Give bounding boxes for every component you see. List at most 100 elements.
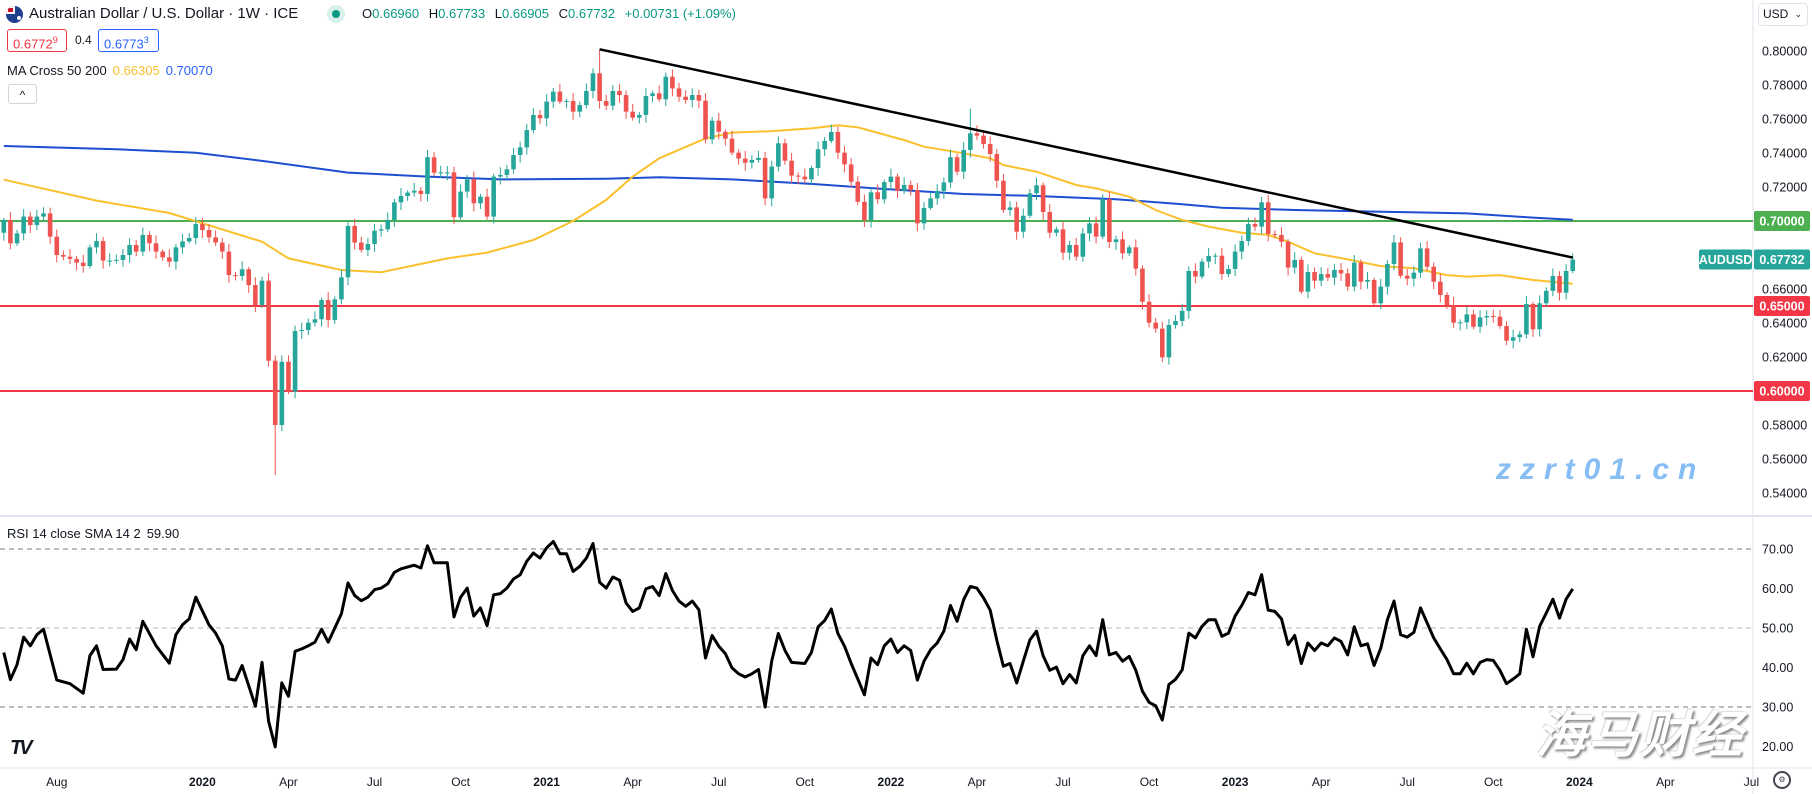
candle-up <box>1524 303 1529 335</box>
candle-up <box>1543 290 1549 304</box>
candle-up <box>312 319 318 323</box>
candle-down <box>842 152 847 165</box>
rsi-tick-label: 40.00 <box>1762 661 1793 675</box>
price-tick-label: 0.64000 <box>1762 317 1807 331</box>
candle-up <box>1570 259 1576 271</box>
candle-up <box>1477 317 1483 327</box>
currency-selector[interactable]: USD ⌄ <box>1758 3 1808 26</box>
candle-down <box>418 190 424 194</box>
candle-down <box>61 255 66 257</box>
candle-down <box>974 133 980 136</box>
price-tick-label: 0.76000 <box>1762 113 1807 127</box>
candle-down <box>736 152 741 159</box>
low-label: L <box>494 6 502 21</box>
candle-down <box>723 131 728 139</box>
candle-down <box>789 160 794 176</box>
candle-down <box>160 251 165 258</box>
candle-down <box>835 131 841 153</box>
candle-down <box>1060 229 1066 253</box>
candle-up <box>411 190 417 193</box>
symbol-title[interactable]: Australian Dollar / U.S. Dollar · 1W · I… <box>29 5 299 22</box>
candle-down <box>848 164 854 182</box>
candle-down <box>703 100 708 140</box>
candle-down <box>1272 234 1278 236</box>
candle-down <box>1325 274 1331 278</box>
candle-up <box>445 172 450 174</box>
candle-down <box>802 176 808 180</box>
time-axis-label: Oct <box>451 775 470 789</box>
candle-down <box>676 88 682 97</box>
candle-up <box>1199 261 1205 277</box>
candle-down <box>8 219 13 244</box>
candle-down <box>200 224 205 231</box>
candle-up <box>1212 255 1218 257</box>
candle-up <box>1332 269 1337 278</box>
candle-down <box>1140 268 1145 302</box>
candle-down <box>1471 314 1476 327</box>
time-axis-label: 2020 <box>189 775 216 789</box>
candle-up <box>405 192 410 197</box>
buy-button[interactable]: 0.67733 <box>98 29 159 52</box>
candle-down <box>623 95 629 112</box>
candle-up <box>1239 241 1245 252</box>
candle-down <box>1424 248 1430 267</box>
symbol-tag-bg <box>1699 249 1752 270</box>
candle-up <box>140 234 146 252</box>
time-axis-label: 2021 <box>533 775 560 789</box>
candle-up <box>544 101 549 119</box>
candle-down <box>987 143 993 155</box>
candle-down <box>253 285 258 305</box>
candle-up <box>776 143 781 167</box>
candle-down <box>1451 304 1456 323</box>
ma-cross-legend[interactable]: MA Cross 50 200 0.66305 0.70070 <box>7 63 213 78</box>
candle-up <box>1186 270 1192 311</box>
candle-down <box>1285 241 1291 268</box>
market-status-icon[interactable] <box>327 5 345 23</box>
candle-up <box>1464 314 1470 323</box>
candle-down <box>266 280 271 361</box>
tradingview-logo[interactable]: TV <box>10 737 32 759</box>
candle-down <box>80 262 86 267</box>
candle-down <box>670 76 675 89</box>
candle-down <box>352 225 357 243</box>
candle-down <box>1444 294 1450 305</box>
candle-up <box>378 229 384 231</box>
candle-up <box>1550 276 1556 291</box>
candle-down <box>1047 211 1053 233</box>
rsi-legend[interactable]: RSI 14 close SMA 14 2 59.90 <box>7 526 179 541</box>
candle-up <box>279 361 285 425</box>
ma50-line <box>3 124 1573 285</box>
candle-down <box>1219 255 1225 275</box>
high-label: H <box>428 6 439 21</box>
buy-price: 0.6773 <box>104 36 144 52</box>
candle-up <box>610 90 616 106</box>
sell-button[interactable]: 0.67729 <box>7 29 67 52</box>
candle-up <box>120 255 126 260</box>
candle-up <box>34 216 40 226</box>
price-tick-label: 0.78000 <box>1762 79 1807 93</box>
candle-down <box>981 135 986 144</box>
candle-up <box>107 260 113 262</box>
candle-down <box>855 181 861 202</box>
candle-down <box>1001 180 1006 210</box>
level-label-bg <box>1754 381 1810 401</box>
candle-up <box>1113 239 1119 243</box>
candle-up <box>948 157 953 183</box>
candle-down <box>656 93 662 100</box>
level-label-bg <box>1754 211 1810 231</box>
collapse-legend-button[interactable]: ^ <box>8 84 37 104</box>
candle-down <box>246 269 252 286</box>
candle-up <box>1305 272 1311 292</box>
candle-up <box>663 76 669 100</box>
candle-down <box>954 157 960 172</box>
candle-down <box>272 360 278 425</box>
candle-up <box>1206 256 1211 262</box>
price-tick-label: 0.74000 <box>1762 147 1807 161</box>
time-axis-label: Apr <box>279 775 298 789</box>
candle-up <box>689 95 695 100</box>
close-label: C <box>558 6 569 21</box>
settings-gear-icon[interactable]: ⚙ <box>1773 771 1791 789</box>
rsi-tick-label: 20.00 <box>1762 740 1793 754</box>
last-price-label: 0.67732 <box>1759 253 1804 267</box>
